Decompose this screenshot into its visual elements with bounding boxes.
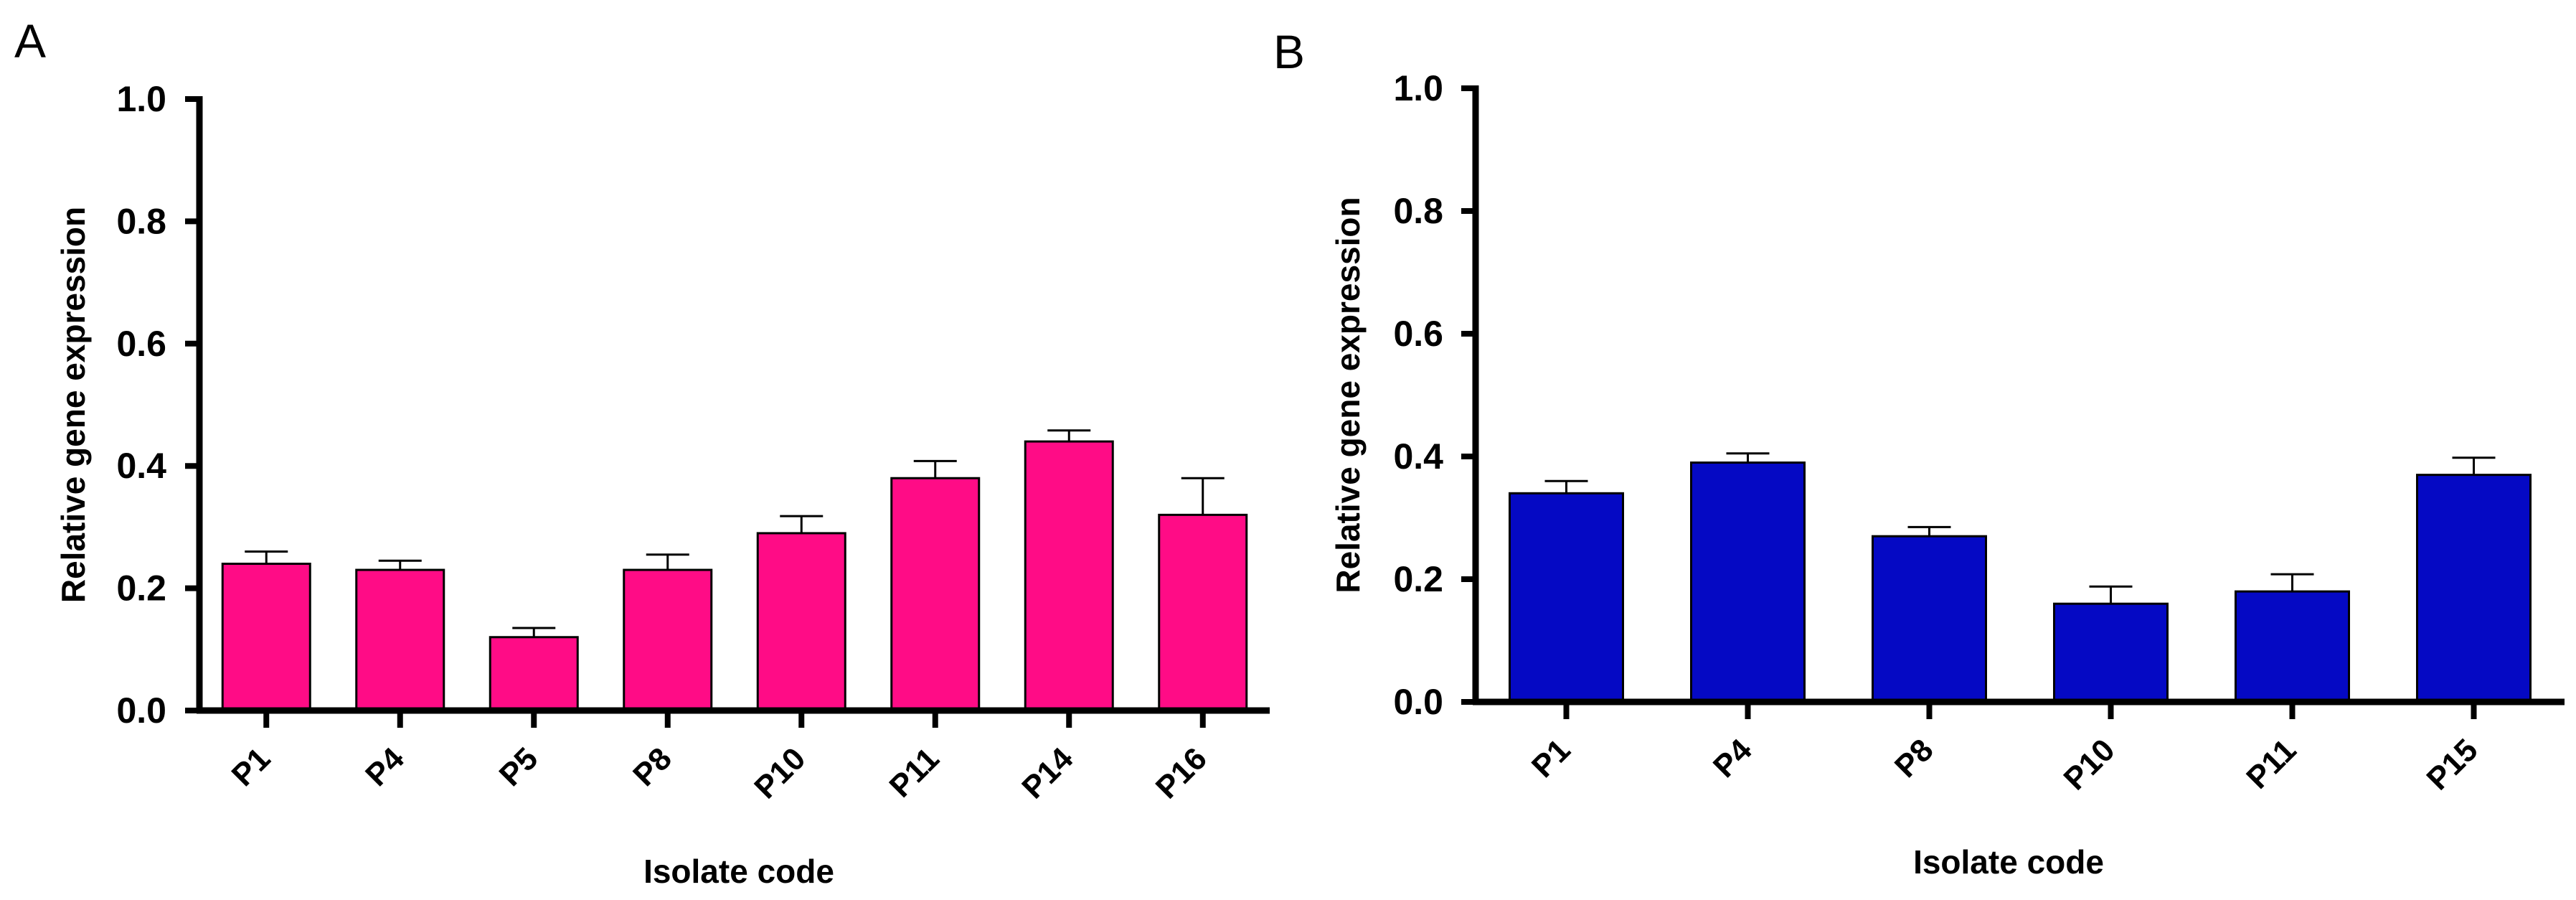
bar-p11 <box>890 477 981 712</box>
y-tick-label: 1.0 <box>116 79 166 119</box>
bar-p14 <box>1024 440 1114 712</box>
x-tick-label: P4 <box>359 741 411 793</box>
y-tick-label: 0.0 <box>116 690 166 731</box>
panel-letter: B <box>1273 25 1305 78</box>
x-tick-label: P11 <box>883 741 946 804</box>
x-tick-label: P8 <box>1888 732 1940 784</box>
bar-p4 <box>355 568 445 712</box>
y-tick-label: 0.4 <box>116 446 166 486</box>
y-axis-title: Relative gene expression <box>55 207 92 603</box>
x-tick-label: P4 <box>1707 732 1759 784</box>
x-tick-label: P14 <box>1015 741 1080 805</box>
y-tick-label: 1.0 <box>1393 68 1443 108</box>
x-tick-label: P11 <box>2240 732 2303 795</box>
bar-p5 <box>489 636 579 712</box>
y-tick-label: 0.4 <box>1393 436 1443 477</box>
panel-letter: A <box>14 14 46 67</box>
x-axis-title: Isolate code <box>1913 843 2104 881</box>
bar-p15 <box>2416 474 2532 703</box>
y-tick-label: 0.2 <box>116 568 166 609</box>
bar-p8 <box>623 568 713 712</box>
x-tick-label: P5 <box>493 741 545 793</box>
bar-p11 <box>2235 590 2350 703</box>
y-tick-label: 0.6 <box>1393 314 1443 354</box>
x-tick-label: P15 <box>2420 732 2485 797</box>
bar-p10 <box>756 532 846 712</box>
y-axis-title: Relative gene expression <box>1329 197 1367 593</box>
y-tick-label: 0.8 <box>1393 191 1443 231</box>
chart-panel-b: B 0.0 0.2 0.4 0.6 0.8 1.0 P1 P4 P8 P10 P11 P15 Relati… <box>1273 25 2565 881</box>
bar-p16 <box>1158 513 1248 712</box>
x-tick-label: P1 <box>1525 732 1577 784</box>
y-tick-label: 0.8 <box>116 201 166 241</box>
x-tick-label: P10 <box>2057 732 2122 797</box>
x-tick-label: P10 <box>747 741 812 805</box>
x-tick-label: P16 <box>1149 741 1214 805</box>
y-tick-label: 0.2 <box>1393 559 1443 599</box>
bar-p1 <box>1509 492 1624 703</box>
x-axis-title: Isolate code <box>643 853 834 890</box>
y-tick-label: 0.6 <box>116 324 166 364</box>
chart-panel-a: A 0.0 0.2 0.4 0.6 0.8 1.0 P1 P4 P5 P8 P10 P11 P14 P16 R… <box>14 14 1270 890</box>
bar-p4 <box>1690 461 1806 703</box>
bar-p10 <box>2053 602 2169 703</box>
bar-p1 <box>221 563 311 712</box>
x-tick-label: P1 <box>225 741 278 793</box>
bar-p8 <box>1872 535 1987 703</box>
y-tick-label: 0.0 <box>1393 682 1443 722</box>
x-tick-label: P8 <box>626 741 679 793</box>
